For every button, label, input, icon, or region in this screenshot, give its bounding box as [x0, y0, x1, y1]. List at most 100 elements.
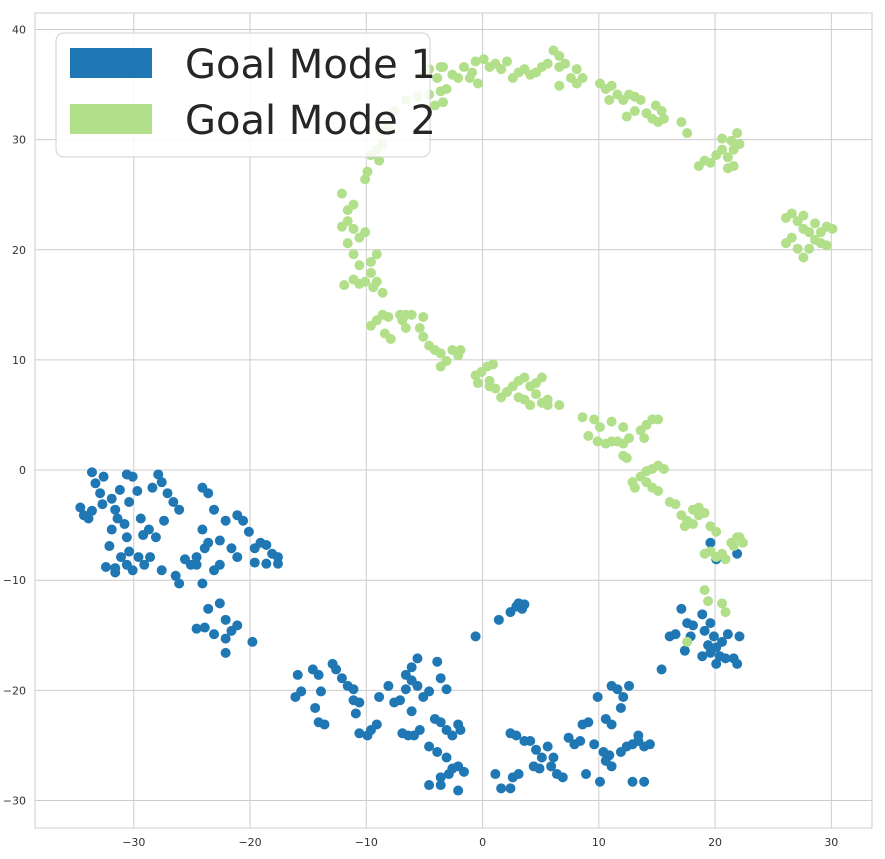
data-point: [531, 389, 542, 400]
data-point: [525, 735, 536, 746]
data-point: [354, 260, 365, 271]
data-point: [447, 730, 458, 741]
data-point: [371, 719, 382, 730]
data-point: [629, 482, 640, 493]
y-tick-label: 10: [12, 354, 26, 367]
data-point: [705, 618, 716, 629]
data-point: [658, 463, 669, 474]
data-point: [365, 320, 376, 331]
data-point: [424, 741, 435, 752]
data-point: [435, 673, 446, 684]
data-point: [560, 58, 571, 69]
legend-label-goal-mode-1: Goal Mode 1: [185, 42, 436, 88]
data-point: [336, 673, 347, 684]
data-point: [827, 223, 838, 234]
data-point: [676, 603, 687, 614]
data-point: [732, 128, 743, 139]
data-point: [374, 155, 385, 166]
data-point: [75, 502, 86, 513]
data-point: [780, 238, 791, 249]
data-point: [624, 433, 635, 444]
data-point: [717, 133, 728, 144]
data-point: [247, 636, 258, 647]
data-point: [350, 708, 361, 719]
data-point: [362, 166, 373, 177]
data-point: [315, 686, 326, 697]
tick-labels: −30 −20 −10 0 10 20 30 −30 −20 −10 0 10 20 30 40: [3, 24, 839, 849]
data-point: [90, 478, 101, 489]
data-point: [220, 614, 231, 625]
data-point: [220, 515, 231, 526]
data-point: [368, 282, 379, 293]
data-point: [453, 785, 464, 796]
data-point: [249, 557, 260, 568]
data-point: [804, 227, 815, 238]
data-point: [261, 558, 272, 569]
data-point: [542, 741, 553, 752]
data-point: [604, 750, 615, 761]
data-point: [354, 728, 365, 739]
data-point: [139, 559, 150, 570]
data-point: [542, 58, 553, 69]
data-point: [670, 499, 681, 510]
data-point: [443, 769, 454, 780]
data-point: [106, 524, 117, 535]
data-point: [687, 620, 698, 631]
data-point: [581, 769, 592, 780]
data-point: [583, 717, 594, 728]
y-tick-label: 30: [12, 134, 26, 147]
data-point: [310, 702, 321, 713]
x-tick-label: −30: [122, 836, 145, 849]
series-1: [75, 467, 745, 796]
data-point: [331, 664, 342, 675]
data-point: [604, 95, 615, 106]
data-point: [470, 631, 481, 642]
data-point: [348, 249, 359, 260]
data-point: [435, 772, 446, 783]
data-point: [810, 218, 821, 229]
data-point: [594, 776, 605, 787]
data-point: [633, 730, 644, 741]
data-point: [424, 686, 435, 697]
data-point: [438, 97, 449, 108]
data-point: [693, 510, 704, 521]
data-point: [209, 504, 220, 515]
data-point: [531, 744, 542, 755]
data-point: [342, 238, 353, 249]
data-point: [232, 620, 243, 631]
data-point: [199, 622, 210, 633]
data-point: [705, 647, 716, 658]
data-point: [121, 532, 132, 543]
data-point: [618, 691, 629, 702]
data-point: [575, 735, 586, 746]
data-point: [124, 546, 135, 557]
data-point: [496, 783, 507, 794]
data-point: [525, 400, 536, 411]
data-point: [470, 56, 481, 67]
data-point: [708, 631, 719, 642]
data-point: [95, 488, 106, 499]
data-point: [621, 111, 632, 122]
data-point: [496, 64, 507, 75]
legend-label-goal-mode-2: Goal Mode 2: [185, 98, 436, 144]
data-point: [441, 684, 452, 695]
data-point: [536, 372, 547, 383]
data-point: [720, 653, 731, 664]
data-point: [220, 647, 231, 658]
data-point: [589, 414, 600, 425]
data-point: [214, 535, 225, 546]
data-point: [432, 747, 443, 758]
data-point: [348, 684, 359, 695]
data-point: [395, 695, 406, 706]
data-point: [179, 554, 190, 565]
data-point: [348, 199, 359, 210]
data-point: [732, 532, 743, 543]
data-point: [717, 144, 728, 155]
data-point: [397, 315, 408, 326]
data-point: [519, 599, 530, 610]
data-point: [563, 732, 574, 743]
data-point: [261, 539, 272, 550]
data-point: [374, 691, 385, 702]
data-point: [191, 552, 202, 563]
